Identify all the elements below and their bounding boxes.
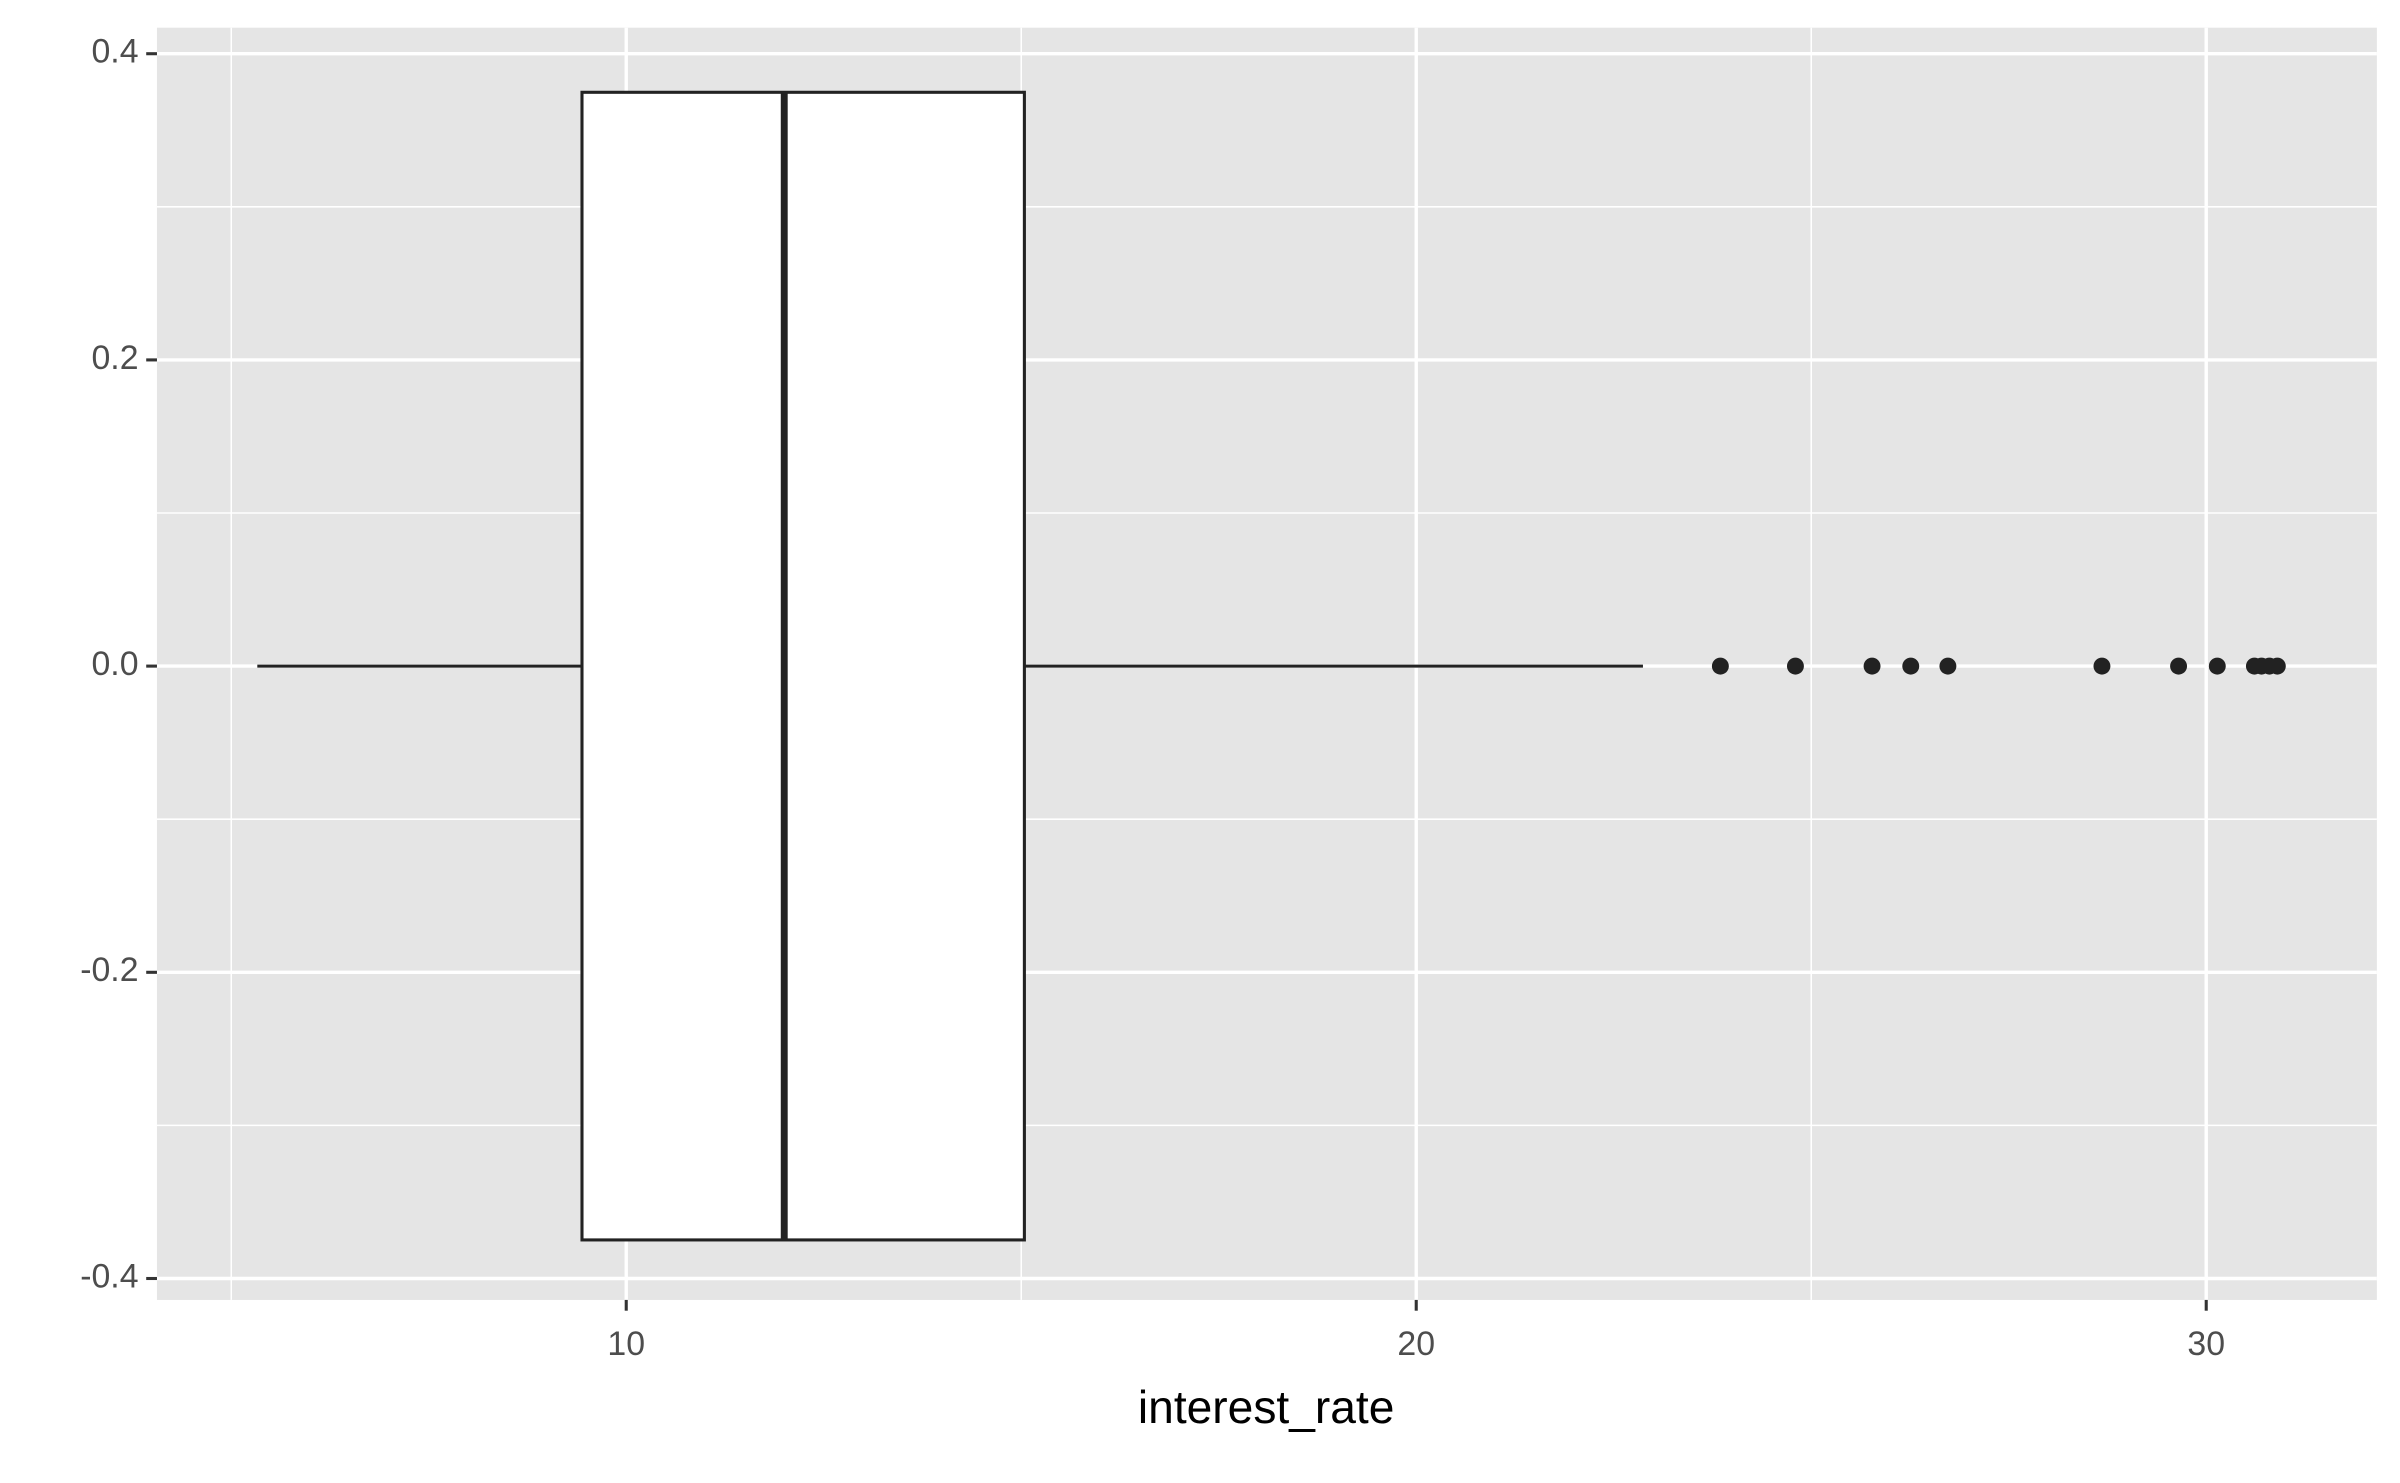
box — [580, 90, 1026, 1242]
outlier — [2093, 657, 2111, 675]
y-tick-label: 0.0 — [91, 645, 138, 683]
y-tick-label: -0.4 — [80, 1257, 138, 1295]
outlier — [1711, 657, 1729, 675]
outlier — [2208, 657, 2226, 675]
x-axis-title: interest_rate — [1138, 1381, 1394, 1433]
y-tick-label: -0.2 — [80, 951, 138, 989]
outlier — [1939, 657, 1957, 675]
x-tick-label: 20 — [1397, 1325, 1435, 1363]
outlier — [1863, 657, 1881, 675]
y-tick-label: 0.4 — [91, 33, 138, 71]
outlier — [1902, 657, 1920, 675]
x-tick-label: 30 — [2187, 1325, 2225, 1363]
y-tick-label: 0.2 — [91, 339, 138, 377]
outlier — [1786, 657, 1804, 675]
panel — [156, 27, 2377, 1300]
outlier — [2268, 657, 2286, 675]
x-tick-label: 10 — [607, 1325, 645, 1363]
outlier — [2170, 657, 2188, 675]
